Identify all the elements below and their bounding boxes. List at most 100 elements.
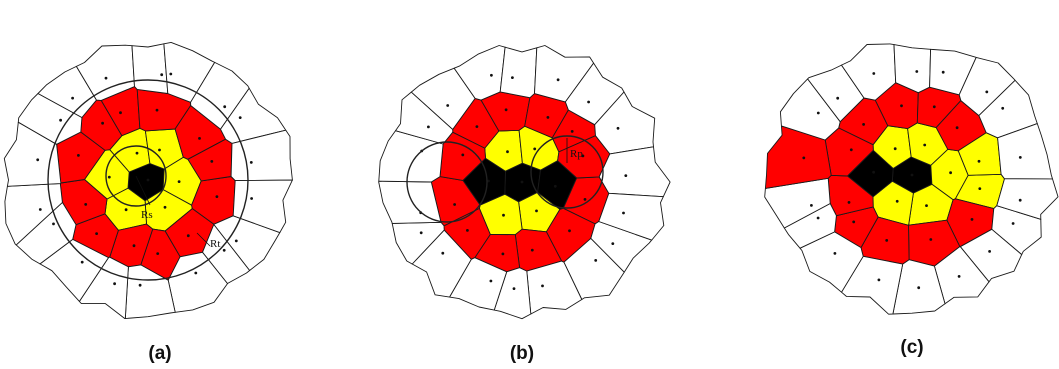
generator-point [988, 250, 991, 253]
generator-point [862, 123, 865, 126]
voronoi-cell [996, 178, 1059, 220]
inner-radius-circle [105, 145, 167, 207]
generator-point [158, 148, 161, 152]
rt-pointer [196, 232, 211, 247]
panel-label-a: (a) [148, 343, 171, 364]
generator-point [238, 116, 242, 119]
generator-point [535, 209, 538, 213]
panel-c [764, 43, 1059, 315]
generator-point [489, 279, 493, 283]
generator-point [475, 125, 479, 128]
generator-point [925, 204, 928, 208]
generator-point [160, 73, 164, 77]
generator-point [932, 105, 936, 109]
generator-point [810, 204, 813, 207]
voronoi-cell [563, 237, 625, 300]
generator-point [570, 130, 574, 133]
generator-point [461, 153, 465, 157]
rs-annotation: Rs [141, 209, 153, 221]
generator-point [487, 179, 490, 183]
voronoi-cell [232, 179, 293, 234]
voronoi-cell [4, 183, 63, 246]
rt-annotation: Rt [210, 238, 220, 250]
panel-label-b: (b) [510, 343, 534, 364]
generator-point [441, 251, 445, 255]
generator-point [929, 238, 933, 241]
generator-point [490, 73, 493, 77]
generator-point [146, 178, 150, 182]
generator-point [957, 275, 961, 278]
generator-point [877, 278, 881, 282]
generator-point [504, 108, 508, 112]
generator-point [611, 242, 615, 246]
generator-point [101, 121, 104, 125]
generator-point [427, 125, 430, 129]
generator-point [38, 208, 42, 211]
voronoi-cell [131, 43, 169, 94]
generator-point [893, 147, 897, 151]
generator-point [250, 197, 254, 200]
generator-point [124, 208, 128, 212]
generator-point [836, 96, 840, 100]
generator-point [622, 211, 625, 215]
generator-point [872, 72, 876, 75]
voronoi-cell [594, 91, 656, 155]
generator-point [895, 199, 899, 203]
generator-point [949, 171, 952, 175]
generator-point [138, 283, 142, 287]
generator-point [885, 239, 889, 242]
generator-point [556, 78, 560, 82]
generator-point [541, 284, 544, 288]
generator-point [520, 180, 524, 184]
generator-point [222, 248, 226, 252]
generator-point [501, 252, 505, 256]
generator-point [119, 111, 122, 115]
panel-label-c: (c) [900, 337, 923, 358]
generator-point [816, 216, 820, 220]
generator-point [917, 286, 921, 290]
generator-point [941, 70, 945, 74]
generator-point [833, 252, 837, 255]
generator-point [52, 222, 55, 226]
generator-point [155, 108, 159, 112]
generator-point [977, 159, 981, 163]
generator-point [955, 126, 959, 130]
generator-point [113, 282, 116, 286]
generator-point [419, 231, 423, 235]
voronoi-cell [499, 46, 538, 99]
generator-point [583, 198, 587, 201]
voronoi-cell [163, 41, 216, 103]
generator-point [186, 234, 190, 238]
generator-point [533, 147, 537, 151]
generator-point [104, 76, 108, 80]
generator-point [194, 271, 198, 275]
generator-point [249, 161, 253, 164]
generator-point [135, 151, 139, 155]
generator-point [546, 116, 550, 119]
rp-annotation: Rp [570, 148, 583, 160]
generator-point [1001, 106, 1005, 110]
rs-pointer [135, 175, 151, 206]
generator-point [802, 156, 806, 160]
generator-point [568, 229, 571, 233]
voronoi-cell [841, 255, 904, 315]
generator-point [446, 104, 450, 107]
generator-point [234, 239, 238, 243]
panel-b [378, 45, 671, 320]
generator-point [616, 126, 620, 130]
generator-point [84, 203, 88, 206]
right-probe-circle [530, 135, 604, 209]
generator-point [512, 287, 516, 290]
generator-point [985, 90, 989, 94]
generator-point [36, 158, 40, 162]
generator-point [1018, 198, 1022, 202]
generator-point [453, 203, 456, 206]
voronoi-cell [598, 146, 671, 198]
generator-point [624, 174, 628, 178]
generator-point [847, 201, 851, 204]
generator-point [77, 154, 80, 157]
generator-point [900, 104, 903, 108]
generator-point [849, 148, 853, 152]
